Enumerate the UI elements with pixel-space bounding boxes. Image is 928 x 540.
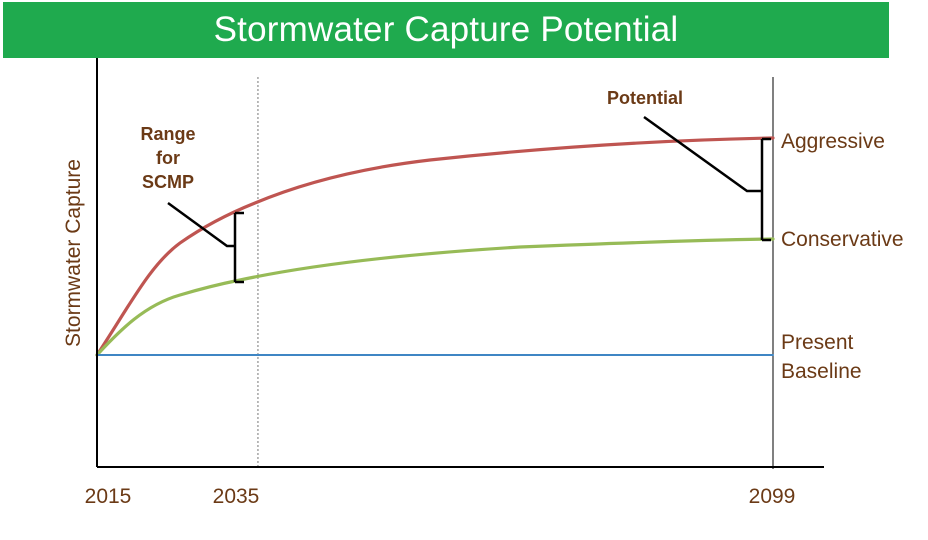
x-tick-label-2015: 2015 bbox=[85, 485, 132, 508]
x-tick-label-2035: 2035 bbox=[213, 485, 260, 508]
series-label-present-baseline-line-2: Baseline bbox=[781, 360, 862, 383]
series-label-present-baseline-line-1: Present bbox=[781, 331, 854, 354]
potential-leader-line bbox=[643, 115, 762, 193]
potential-bracket bbox=[760, 137, 771, 242]
series-line-conservative bbox=[95, 237, 775, 357]
range-leader-line bbox=[167, 201, 235, 248]
range-bracket bbox=[233, 211, 244, 284]
series-label-aggressive: Aggressive bbox=[781, 130, 885, 153]
chart-title: Stormwater Capture Potential bbox=[213, 10, 679, 49]
annotation-range-for-scmp-line-3: SCMP bbox=[142, 172, 194, 192]
title-bar: Stormwater Capture Potential bbox=[3, 2, 889, 58]
x-tick-label-2099: 2099 bbox=[749, 485, 796, 508]
annotation-range-for-scmp-line-1: Range bbox=[140, 124, 195, 144]
annotation-range-for-scmp-line-2: for bbox=[156, 148, 180, 168]
annotation-potential-line-1: Potential bbox=[607, 88, 683, 108]
y-axis-label: Stormwater Capture bbox=[62, 159, 85, 347]
series-line-aggressive bbox=[95, 136, 775, 357]
series-label-conservative: Conservative bbox=[781, 228, 904, 251]
